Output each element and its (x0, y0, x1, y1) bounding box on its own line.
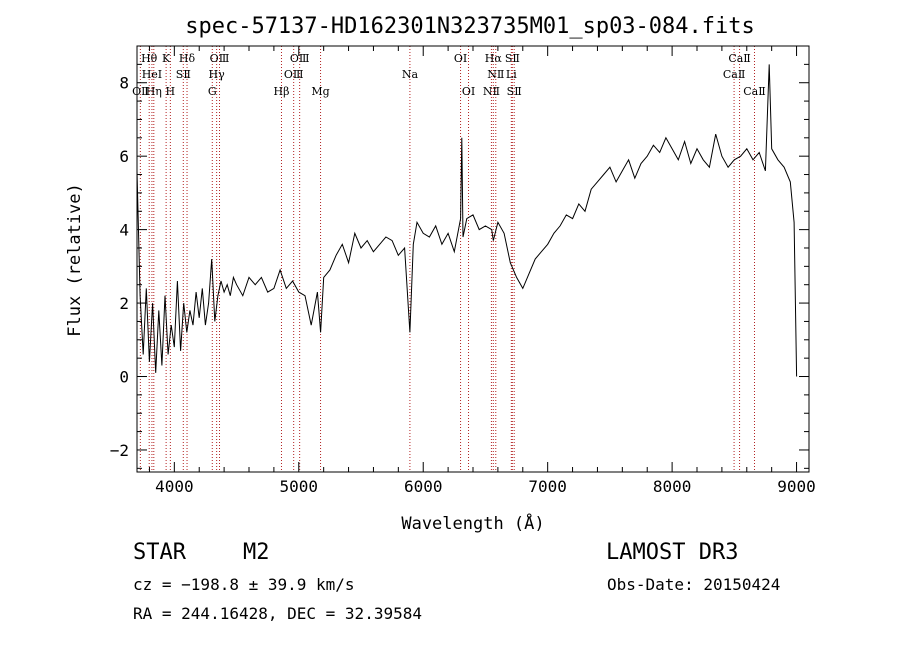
y-tick-label: −2 (110, 441, 129, 460)
x-tick-label: 7000 (528, 477, 567, 496)
line-marker-label: Hα (485, 52, 503, 65)
line-marker-label: OⅡ (132, 85, 149, 98)
line-marker-label: Hγ (209, 68, 226, 81)
line-marker-label: K (162, 52, 171, 65)
line-marker-label: Hβ (274, 85, 290, 98)
y-tick-label: 8 (119, 74, 129, 93)
y-tick-label: 2 (119, 294, 129, 313)
redshift-cz: cz = −198.8 ± 39.9 km/s (133, 575, 355, 594)
line-marker-label: H (166, 85, 176, 98)
line-marker-label: Na (402, 68, 419, 81)
line-marker-label: SⅡ (507, 85, 522, 98)
subclass: M2 (243, 540, 270, 565)
x-tick-label: 6000 (404, 477, 443, 496)
line-marker-label: CaⅡ (728, 52, 750, 65)
line-marker-label: NⅡ (487, 68, 504, 81)
y-axis: −2 0 2 4 6 8 (110, 63, 809, 469)
line-marker-label: Hθ (141, 52, 158, 65)
y-tick-label: 6 (119, 147, 129, 166)
x-axis: 4000 5000 6000 7000 8000 9000 (148, 46, 816, 496)
line-marker-label: SⅡ (176, 68, 191, 81)
object-class: STAR (133, 540, 186, 565)
x-tick-label: 4000 (155, 477, 194, 496)
y-axis-label: Flux (relative) (65, 183, 85, 337)
x-axis-label: Wavelength (Å) (401, 512, 544, 534)
line-marker-label: OⅠ (462, 85, 475, 98)
line-marker-label: G (208, 85, 217, 98)
y-tick-label: 0 (119, 368, 129, 387)
line-markers (139, 46, 755, 472)
line-marker-label: SⅡ (505, 52, 520, 65)
line-marker-label: HeⅠ (142, 68, 162, 81)
line-marker-label: Li (506, 68, 517, 81)
line-marker-label: CaⅡ (743, 85, 765, 98)
line-marker-label: OⅢ (284, 68, 304, 81)
line-marker-label: CaⅡ (723, 68, 745, 81)
spectrum-line (136, 64, 798, 377)
plot-frame (136, 45, 810, 473)
x-tick-label: 9000 (777, 477, 816, 496)
line-marker-label: Mg (311, 85, 329, 98)
line-marker-label: OⅢ (210, 52, 230, 65)
x-tick-label: 8000 (653, 477, 692, 496)
line-marker-label: OⅠ (454, 52, 467, 65)
chart-title: spec-57137-HD162301N323735M01_sp03-084.f… (185, 14, 755, 39)
line-marker-label: Hη (146, 85, 162, 98)
x-tick-label: 5000 (280, 477, 319, 496)
line-marker-label: OⅢ (290, 52, 310, 65)
line-marker-label: Hδ (179, 52, 196, 65)
survey-name: LAMOST DR3 (606, 540, 739, 565)
observation-date: Obs-Date: 20150424 (607, 575, 781, 594)
coordinates: RA = 244.16428, DEC = 32.39584 (133, 604, 422, 623)
line-marker-label: NⅡ (483, 85, 500, 98)
y-tick-label: 4 (119, 221, 129, 240)
